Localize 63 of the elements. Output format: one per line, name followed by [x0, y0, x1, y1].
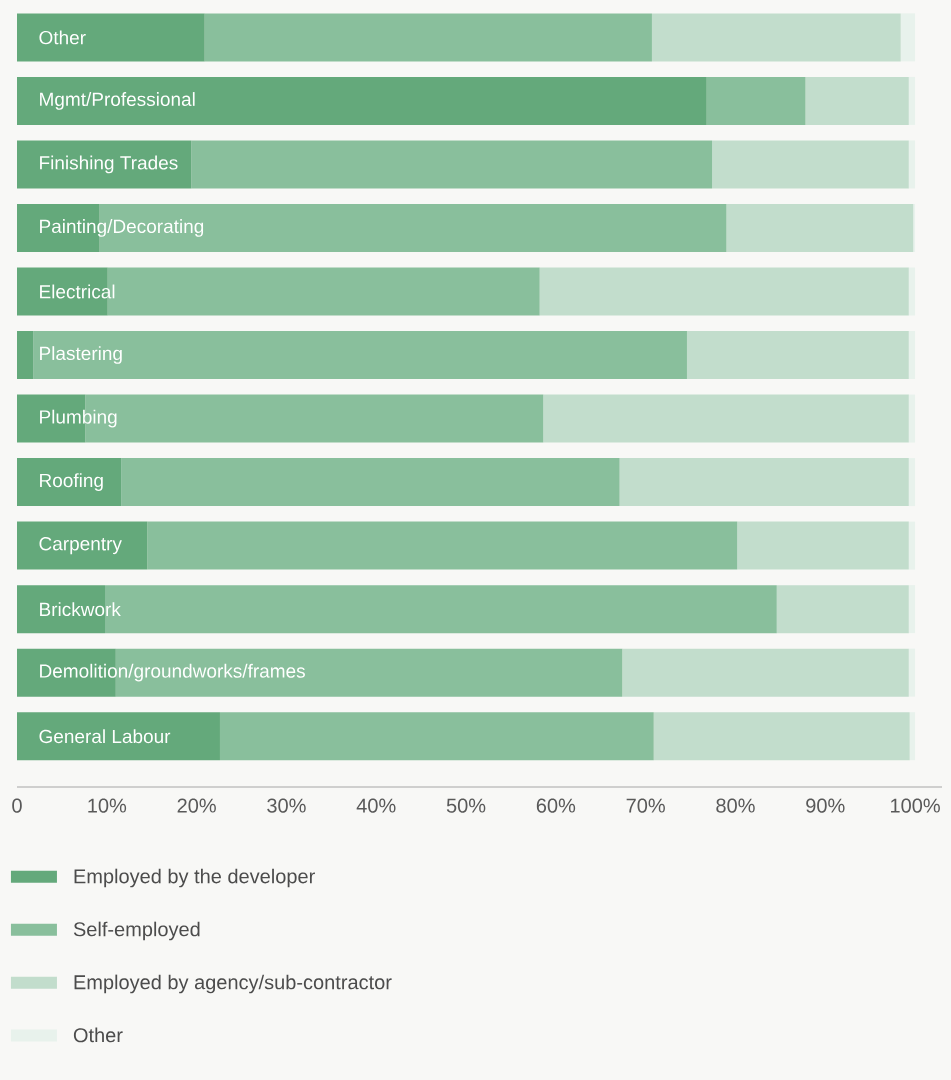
x-tick-label: 30%	[267, 798, 306, 813]
y-tick-label: Brickwork	[40, 602, 121, 617]
y-tick-label: Painting/Decorating	[40, 219, 204, 237]
bar	[543, 394, 909, 443]
legend-label: Employed by agency/sub-contractor	[74, 974, 392, 994]
bar	[653, 712, 910, 761]
y-tick-label: Carpentry	[39, 537, 122, 555]
y-tick-label: Plastering	[40, 346, 122, 364]
bar	[539, 267, 909, 316]
legend-label: Employed by the developer	[74, 868, 315, 888]
y-tick-label: Roofing	[40, 473, 103, 491]
bar	[908, 458, 916, 507]
x-tick-label: 60%	[536, 798, 576, 813]
y-tick-label: Finishing Trades	[40, 155, 178, 174]
y-tick-label: General Labour	[39, 729, 171, 744]
bar	[805, 76, 909, 125]
bar	[908, 394, 916, 443]
bar	[712, 140, 909, 189]
bar	[204, 13, 652, 62]
bar	[651, 13, 901, 62]
bar	[908, 267, 916, 316]
bar	[17, 76, 707, 125]
bar	[17, 13, 205, 62]
bar	[908, 521, 916, 570]
bar	[17, 140, 192, 189]
bar	[121, 458, 620, 507]
bar	[908, 76, 916, 125]
bar	[908, 648, 916, 697]
x-tick-label: 90%	[806, 798, 845, 813]
y-tick-label: Plumbing	[40, 409, 117, 428]
bar	[909, 712, 916, 761]
x-tick-label: 80%	[716, 798, 755, 813]
bar	[147, 521, 738, 570]
x-tick-label: 100%	[891, 798, 940, 813]
bar	[17, 331, 34, 380]
bar	[908, 140, 916, 189]
y-tick-label: Other	[39, 30, 86, 45]
x-tick-label: 0	[12, 798, 22, 813]
x-tick-label: 10%	[88, 798, 127, 813]
bar	[737, 521, 909, 570]
y-tick-label: Demolition/groundworks/frames	[40, 663, 305, 682]
bar	[33, 331, 687, 380]
bar	[908, 331, 916, 380]
y-tick-label: Mgmt/Professional	[40, 92, 195, 110]
bar	[619, 458, 909, 507]
y-tick-label: Electrical	[40, 284, 115, 299]
x-tick-label: 40%	[356, 798, 396, 813]
x-tick-label: 70%	[626, 798, 665, 813]
bar	[191, 140, 713, 189]
bar	[17, 712, 220, 761]
bar	[219, 712, 654, 761]
x-tick-label: 20%	[177, 798, 216, 813]
bar	[622, 648, 909, 697]
bar	[776, 585, 909, 634]
bar	[686, 331, 909, 380]
bar	[706, 76, 806, 125]
bar	[908, 585, 916, 634]
bar	[17, 458, 122, 507]
x-tick-label: 50%	[446, 798, 486, 813]
legend-label: Self-employed	[73, 921, 200, 941]
bar	[17, 521, 148, 570]
bar	[726, 203, 914, 252]
bar	[900, 13, 916, 62]
